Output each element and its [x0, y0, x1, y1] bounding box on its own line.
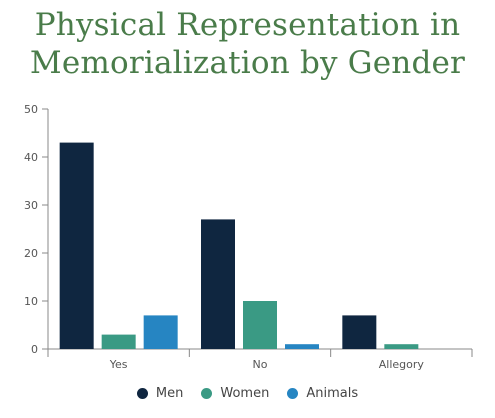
bar-men-yes — [59, 142, 94, 349]
legend-item-women: Women — [201, 386, 269, 401]
x-tick-label: Yes — [109, 358, 128, 371]
chart-title: Physical Representation in Memorializati… — [0, 6, 495, 82]
y-tick-label: 0 — [31, 343, 38, 356]
legend-item-men: Men — [136, 386, 184, 401]
chart-title-line-2: Memorialization by Gender — [29, 45, 466, 81]
y-tick-label: 50 — [24, 103, 38, 116]
y-tick-label: 10 — [24, 295, 38, 308]
legend-label: Men — [155, 386, 184, 401]
legend-swatch-animals — [287, 388, 299, 399]
chart-legend: Men Women Animals — [0, 386, 495, 401]
y-tick-label: 30 — [24, 199, 38, 212]
bar-women-no — [243, 301, 277, 349]
legend-swatch-men — [136, 388, 148, 399]
bar-men-allegory — [342, 315, 377, 349]
legend-label: Women — [220, 386, 270, 401]
bar-men-no — [201, 219, 235, 349]
x-tick-label: Allegory — [379, 358, 425, 371]
legend-swatch-women — [201, 388, 213, 399]
x-tick-label: No — [253, 358, 268, 371]
legend-item-animals: Animals — [287, 386, 358, 401]
y-tick-label: 20 — [24, 247, 38, 260]
bar-women-allegory — [384, 344, 419, 349]
chart-title-line-1: Physical Representation in — [34, 7, 461, 43]
y-tick-label: 40 — [24, 151, 38, 164]
bar-animals-yes — [143, 315, 178, 349]
legend-label: Animals — [306, 386, 359, 401]
bar-animals-no — [285, 344, 319, 349]
bar-women-yes — [101, 334, 136, 349]
